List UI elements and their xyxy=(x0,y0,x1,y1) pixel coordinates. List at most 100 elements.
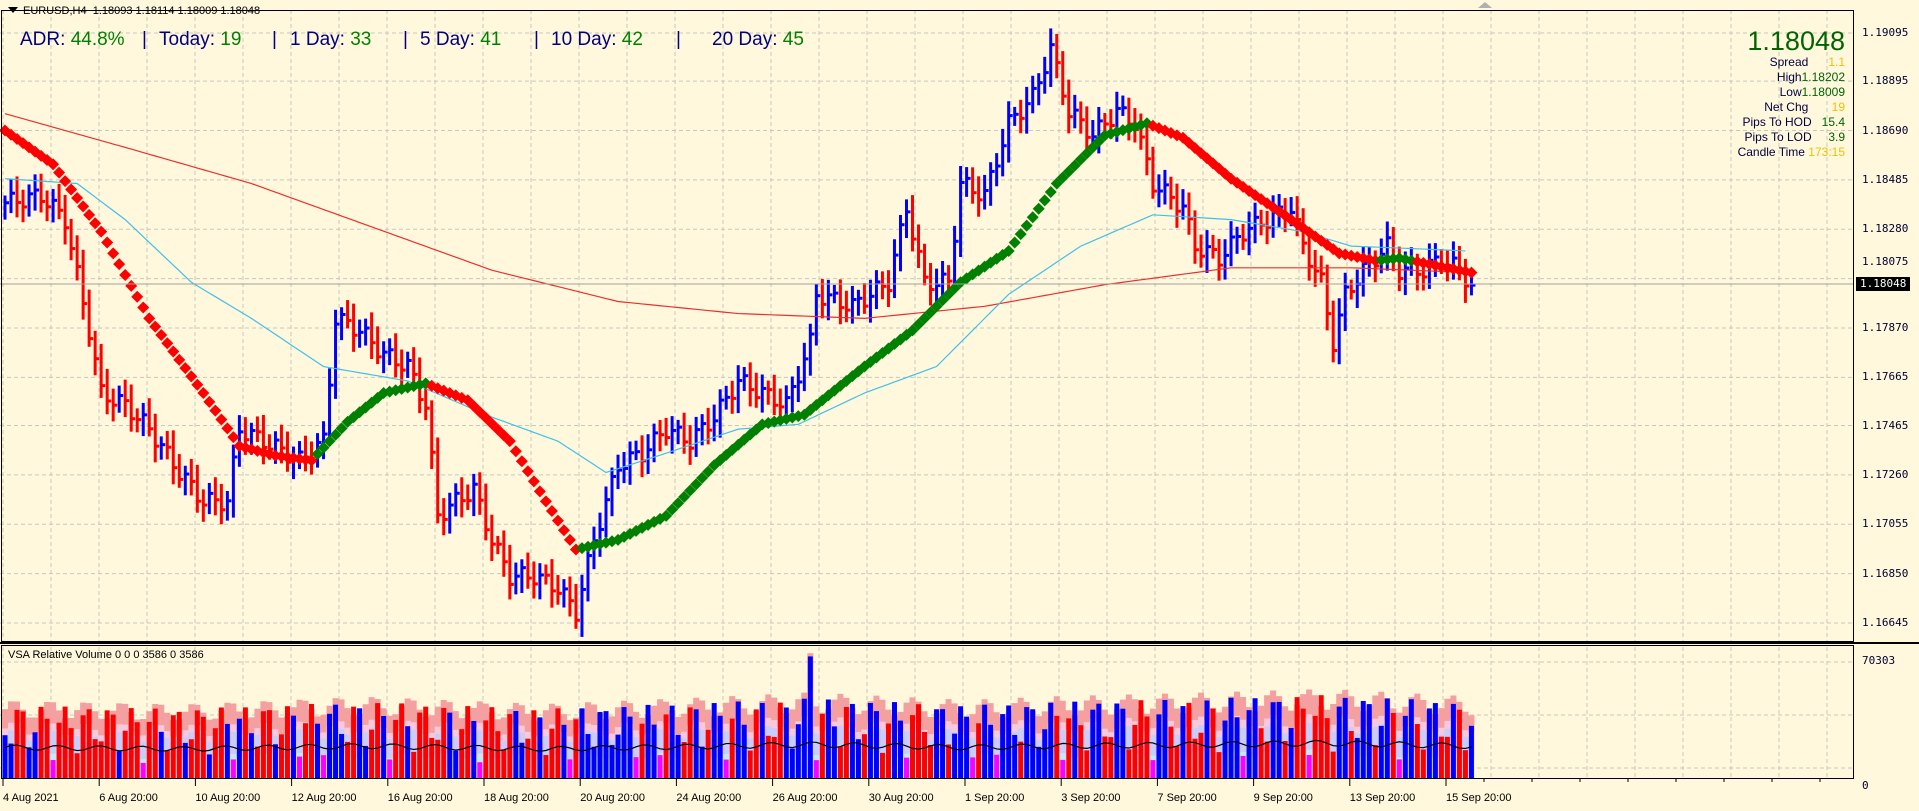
adr-item: ADR: 44.8% xyxy=(20,29,125,50)
trend-diamond-marker xyxy=(59,175,72,188)
volume-bar xyxy=(807,656,813,778)
volume-bar xyxy=(309,703,315,778)
volume-bar xyxy=(567,759,573,778)
volume-bar xyxy=(62,706,68,778)
info-row-pips-lod: Pips To LOD 3.9 xyxy=(1744,130,1845,144)
trend-diamond-marker xyxy=(155,328,168,341)
price-axis-label: 1.17260 xyxy=(1862,467,1909,481)
volume-max-label: 70303 xyxy=(1862,654,1896,667)
volume-bar xyxy=(116,751,122,778)
trend-diamond-marker xyxy=(113,258,126,271)
trend-diamond-marker xyxy=(702,465,715,478)
volume-bar xyxy=(128,708,134,778)
trend-diamond-marker xyxy=(1038,194,1051,207)
trend-diamond-marker xyxy=(1026,211,1039,224)
volume-bar xyxy=(507,714,513,778)
volume-bar xyxy=(242,707,248,778)
volume-bar xyxy=(1072,701,1078,778)
adr-separator: | xyxy=(534,29,539,50)
price-axis-label: 1.18485 xyxy=(1862,172,1909,186)
volume-bar xyxy=(639,723,645,778)
time-axis-label: 4 Aug 2021 xyxy=(3,792,59,804)
volume-bar xyxy=(188,739,194,778)
volume-panel-border xyxy=(1,645,1854,779)
trend-diamond-marker xyxy=(1080,147,1093,160)
volume-bar xyxy=(1126,749,1132,778)
volume-bar xyxy=(928,745,934,778)
volume-bar xyxy=(315,723,321,778)
trend-diamond-marker xyxy=(1002,244,1015,257)
time-axis-label: 24 Aug 20:00 xyxy=(676,792,742,804)
time-axis-label: 20 Aug 20:00 xyxy=(580,792,646,804)
trend-diamond-marker xyxy=(1020,219,1033,232)
volume-bar xyxy=(1252,698,1258,778)
volume-bar xyxy=(1216,752,1222,778)
volume-bar xyxy=(970,757,976,778)
volume-bar xyxy=(964,716,970,778)
volume-bar xyxy=(26,747,32,778)
price-axis-label: 1.18895 xyxy=(1862,74,1909,88)
trend-diamond-marker xyxy=(912,318,925,331)
trend-diamond-marker xyxy=(545,505,558,518)
open-value: 1.18093 xyxy=(92,5,133,17)
price-axis-label: 1.18075 xyxy=(1862,255,1909,268)
trend-diamond-marker xyxy=(503,435,516,448)
trend-diamond-marker xyxy=(191,378,204,391)
volume-bar xyxy=(1156,714,1162,778)
volume-bar xyxy=(1138,700,1144,778)
today-item: Today: 19 xyxy=(159,29,242,50)
volume-bar xyxy=(68,728,74,778)
trend-diamond-marker xyxy=(185,370,198,383)
10-day-item: 10 Day: 42 xyxy=(551,29,643,50)
volume-bar xyxy=(483,720,489,778)
info-row-candle-time: Candle Time 173:15 xyxy=(1737,145,1845,159)
volume-bar xyxy=(669,705,675,778)
trend-diamond-marker xyxy=(119,269,132,282)
volume-bar xyxy=(1300,708,1306,778)
volume-bar xyxy=(321,755,327,778)
volume-bar xyxy=(717,715,723,778)
volume-bar xyxy=(675,734,681,778)
volume-bar xyxy=(1282,740,1288,778)
trend-diamond-marker xyxy=(660,509,673,522)
volume-bar xyxy=(236,718,242,778)
volume-bar xyxy=(1462,750,1468,778)
trend-diamond-marker xyxy=(557,524,570,537)
volume-bar xyxy=(795,724,801,778)
volume-bar xyxy=(501,749,507,778)
volume-bar xyxy=(1306,754,1312,778)
volume-bar xyxy=(206,754,212,778)
volume-bar xyxy=(1414,724,1420,778)
volume-bar xyxy=(723,759,729,778)
volume-bar xyxy=(531,710,537,778)
time-axis-label: 10 Aug 20:00 xyxy=(195,792,261,804)
volume-bar xyxy=(218,707,224,778)
volume-bar xyxy=(327,713,333,778)
volume-bar xyxy=(729,718,735,778)
volume-bar xyxy=(952,733,958,778)
volume-bar xyxy=(1372,744,1378,778)
volume-bar xyxy=(278,734,284,778)
dropdown-triangle-icon[interactable] xyxy=(8,7,18,13)
volume-bar xyxy=(1132,724,1138,778)
volume-bar xyxy=(922,731,928,778)
volume-bar xyxy=(976,723,982,778)
volume-bar xyxy=(1336,706,1342,778)
volume-bar xyxy=(447,712,453,778)
trend-diamond-marker xyxy=(690,478,703,491)
volume-bar xyxy=(1378,725,1384,778)
trend-diamond-marker xyxy=(515,455,528,468)
volume-bar xyxy=(549,728,555,778)
volume-bar xyxy=(783,707,789,778)
volume-bar xyxy=(1228,697,1234,778)
volume-bar xyxy=(212,728,218,778)
volume-bar xyxy=(50,760,56,778)
trend-diamond-marker xyxy=(1008,236,1021,249)
trend-diamond-marker xyxy=(936,294,949,307)
volume-bar xyxy=(1084,750,1090,778)
volume-bar xyxy=(735,701,741,778)
5-day-item: 5 Day: 41 xyxy=(420,29,502,50)
volume-bar xyxy=(122,730,128,778)
